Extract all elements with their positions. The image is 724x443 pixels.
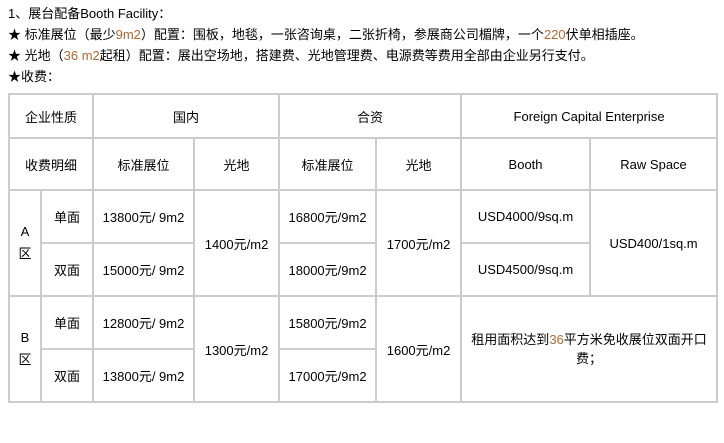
line3-prefix: ★ 光地（ <box>8 48 64 63</box>
zone-a-double-foreign-booth: USD4500/9sq.m <box>460 242 592 297</box>
line2-size-number: 9m2 <box>115 27 141 42</box>
header-foreign: Foreign Capital Enterprise <box>460 93 719 139</box>
zone-a-single-domestic-booth: 13800元/ 9m2 <box>92 189 196 244</box>
zone-a-single-foreign-booth: USD4000/9sq.m <box>460 189 592 244</box>
intro-line-raw-space: ★ 光地（36 m2起租）配置：展出空场地，搭建费、光地管理费、电源费等费用全部… <box>8 48 716 63</box>
zone-a-char: 区 <box>18 246 32 261</box>
header-foreign-booth: Booth <box>460 137 592 191</box>
zone-b-note-suffix: 平方米免收展位双面开口费； <box>563 332 707 366</box>
header-foreign-raw: Raw Space <box>589 137 719 191</box>
zone-b-note: 租用面积达到36平方米免收展位双面开口费； <box>460 295 719 403</box>
zone-b-note-prefix: 租用面积达到 <box>471 332 550 347</box>
header-row-1: 企业性质 国内 合资 Foreign Capital Enterprise <box>7 93 719 139</box>
header-domestic-booth: 标准展位 <box>92 137 196 191</box>
zone-a-domestic-raw: 1400元/m2 <box>193 189 281 297</box>
intro-text: 1、展台配备Booth Facility： ★ 标准展位（最少9m2）配置：围板… <box>8 6 716 84</box>
zone-a-joint-raw: 1700元/m2 <box>375 189 463 297</box>
zone-b-char: 区 <box>18 352 32 367</box>
header-joint-venture: 合资 <box>278 93 463 139</box>
line2-voltage-number: 220 <box>543 27 566 42</box>
line3-suffix: 起租）配置：展出空场地，搭建费、光地管理费、电源费等费用全部由企业另行支付。 <box>99 48 594 63</box>
zone-b-joint-raw: 1600元/m2 <box>375 295 463 403</box>
line2-suffix: 伏单相插座。 <box>565 27 644 42</box>
header-row-2: 收费明细 标准展位 光地 标准展位 光地 Booth Raw Space <box>7 137 719 191</box>
zone-a-double-label: 双面 <box>39 242 95 297</box>
header-domestic-raw: 光地 <box>193 137 281 191</box>
fee-table: 企业性质 国内 合资 Foreign Capital Enterprise 收费… <box>7 93 719 403</box>
intro-line-fees: ★收费： <box>8 69 716 84</box>
line4-text: ★收费： <box>8 69 61 84</box>
intro-line1-text: 1、展台配备Booth Facility： <box>8 6 172 21</box>
zone-a-double-row: 双面 15000元/ 9m2 18000元/9m2 USD4500/9sq.m <box>9 242 717 297</box>
line2-prefix: ★ 标准展位（最少 <box>8 27 116 42</box>
zone-b-double-joint-booth: 17000元/9m2 <box>278 348 378 403</box>
zone-b-single-joint-booth: 15800元/9m2 <box>278 295 378 350</box>
zone-a-double-domestic-booth: 15000元/ 9m2 <box>92 242 196 297</box>
zone-b-single-domestic-booth: 12800元/ 9m2 <box>92 295 196 350</box>
header-enterprise-nature: 企业性质 <box>7 93 95 139</box>
header-fee-detail: 收费明细 <box>7 137 95 191</box>
zone-b-double-label: 双面 <box>39 348 95 403</box>
zone-a-foreign-raw: USD400/1sq.m <box>589 189 719 297</box>
zone-b-note-number: 36 <box>549 332 564 347</box>
line3-size-number: 36 m2 <box>63 48 100 63</box>
zone-b-letter: B <box>20 330 30 345</box>
zone-a-double-joint-booth: 18000元/9m2 <box>278 242 378 297</box>
header-joint-booth: 标准展位 <box>278 137 378 191</box>
zone-b-double-row: 双面 13800元/ 9m2 17000元/9m2 <box>9 348 717 403</box>
zone-b-double-domestic-booth: 13800元/ 9m2 <box>92 348 196 403</box>
zone-a-single-joint-booth: 16800元/9m2 <box>278 189 378 244</box>
header-joint-raw: 光地 <box>375 137 463 191</box>
intro-line-standard-booth: ★ 标准展位（最少9m2）配置：围板，地毯，一张咨询桌，二张折椅，参展商公司楣牌… <box>8 27 716 42</box>
zone-b-single-label: 单面 <box>39 295 95 350</box>
line2-middle: ）配置：围板，地毯，一张咨询桌，二张折椅，参展商公司楣牌，一个 <box>140 27 544 42</box>
header-domestic: 国内 <box>92 93 281 139</box>
zone-a-letter: A <box>20 224 30 239</box>
zone-b-domestic-raw: 1300元/m2 <box>193 295 281 403</box>
intro-line-title: 1、展台配备Booth Facility： <box>8 6 716 21</box>
zone-a-single-label: 单面 <box>39 189 95 244</box>
